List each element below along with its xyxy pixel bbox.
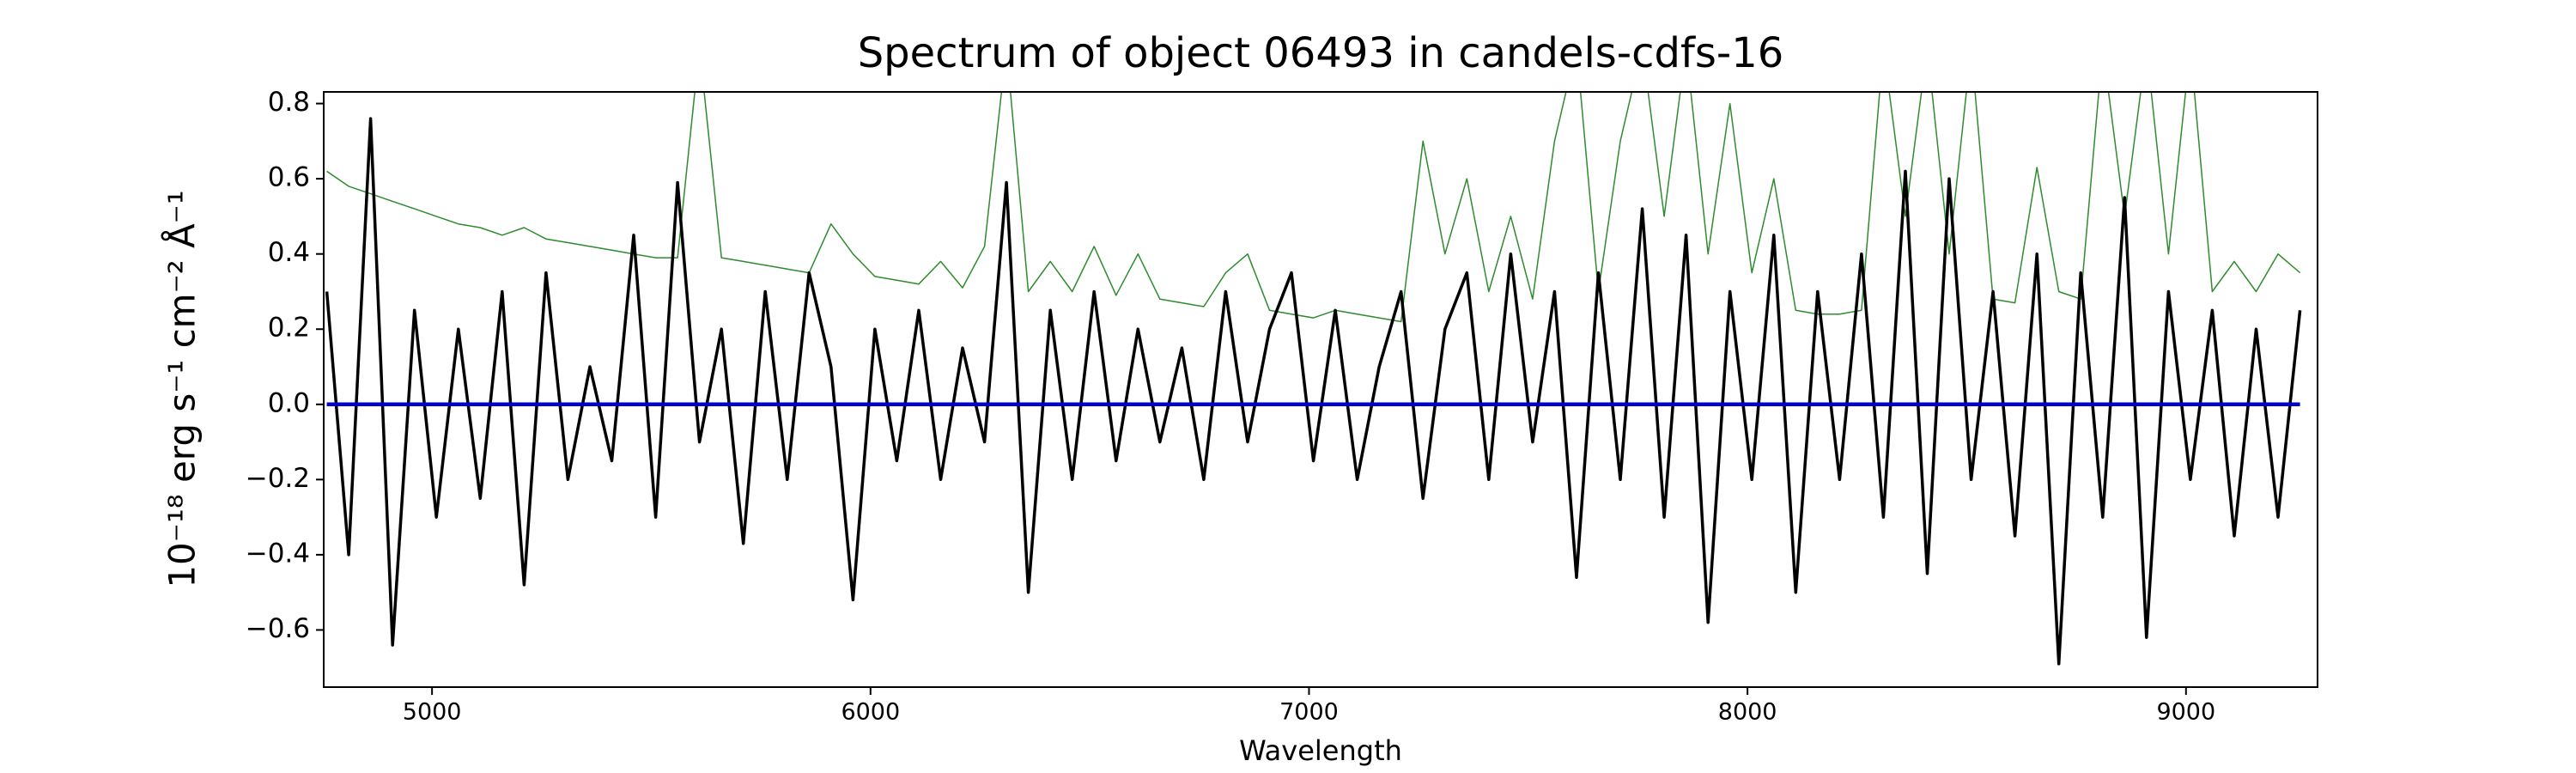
y-tick-label: 0.6 xyxy=(268,162,310,193)
y-tick-label: −0.6 xyxy=(246,613,310,644)
y-tick-label: 0.8 xyxy=(268,87,310,118)
chart-title: Spectrum of object 06493 in candels-cdfs… xyxy=(858,29,1784,77)
x-tick-label: 9000 xyxy=(2156,699,2215,726)
x-axis-label: Wavelength xyxy=(1239,734,1402,767)
x-tick-label: 5000 xyxy=(403,699,462,726)
y-axis-label: 10⁻¹⁸ erg s⁻¹ cm⁻² Å⁻¹ xyxy=(161,190,204,587)
y-tick-label: 0.4 xyxy=(268,237,310,268)
y-tick-label: 0.0 xyxy=(268,387,310,418)
axes-frame xyxy=(323,91,2318,688)
series-line xyxy=(326,92,2301,323)
y-tick-label: 0.2 xyxy=(268,313,310,344)
x-tick-label: 7000 xyxy=(1279,699,1339,726)
series-line xyxy=(325,117,2302,666)
y-tick-label: −0.4 xyxy=(246,538,310,569)
x-tick-label: 8000 xyxy=(1718,699,1777,726)
y-tick-label: −0.2 xyxy=(246,463,310,494)
plot-area xyxy=(325,92,2302,666)
x-tick-label: 6000 xyxy=(841,699,900,726)
